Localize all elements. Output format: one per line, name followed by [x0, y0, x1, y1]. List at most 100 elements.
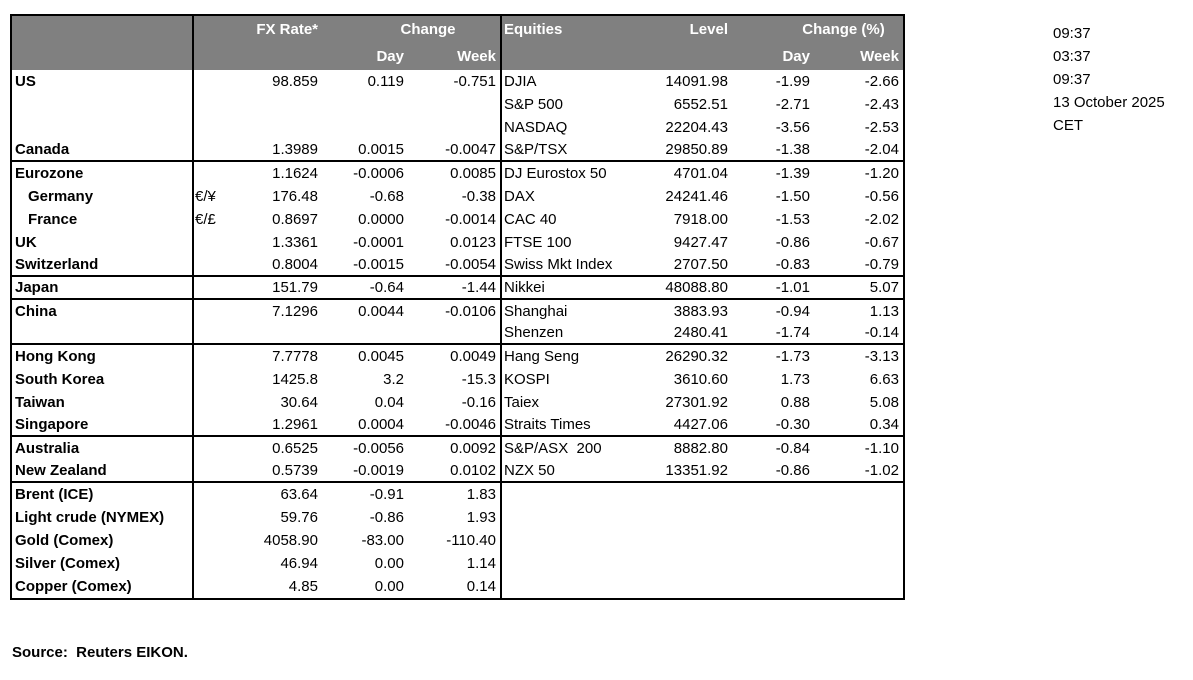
equity-week-change-cell: -1.10 — [864, 440, 899, 458]
header-eq-week: Week — [860, 48, 899, 65]
fx-rate-cell — [230, 116, 322, 139]
table-header-row-2: Day Week Day Week — [12, 43, 903, 70]
equity-week-change-cell — [814, 529, 903, 552]
equity-week-change-cell: -2.66 — [864, 72, 899, 90]
fx-rate-cell: 1.2961 — [230, 414, 322, 438]
equity-name-cell: Shenzen — [500, 323, 646, 346]
equity-name-cell: NZX 50 — [500, 460, 646, 484]
fx-week-change-cell: 0.14 — [466, 578, 496, 596]
fx-day-change-cell: 0.0004 — [322, 414, 408, 438]
fx-week-change-cell — [408, 323, 500, 346]
fx-week-change-cell: -0.0047 — [408, 139, 500, 162]
fx-day-change-cell: -0.0015 — [322, 254, 408, 277]
equity-name-cell: Nikkei — [500, 277, 646, 300]
time-value: 09:37 — [1053, 71, 1091, 89]
fx-rate-cell: 0.6525 — [272, 440, 318, 458]
fx-pair-cell — [192, 552, 230, 575]
equity-level-cell: 8882.80 — [673, 440, 728, 458]
fx-rate-cell: 63.64 — [280, 486, 318, 504]
header-fx-day: Day — [376, 48, 404, 65]
equity-name-cell — [500, 529, 646, 552]
fx-day-change-cell: 0.0045 — [358, 348, 404, 366]
fx-week-change-cell: 0.0092 — [450, 440, 496, 458]
fx-day-change-cell — [322, 93, 408, 116]
equity-level-cell — [646, 506, 732, 529]
fx-week-change-cell: -1.44 — [408, 277, 500, 300]
fx-label-cell: Australia — [15, 440, 80, 458]
fx-week-change-cell: -0.38 — [461, 187, 496, 205]
fx-label-cell: Copper (Comex) — [15, 578, 132, 596]
fx-week-change-cell: -0.0106 — [445, 302, 496, 320]
fx-rate-cell: 1.3361 — [272, 233, 318, 251]
timezone-label: CET — [1053, 117, 1083, 135]
fx-rate-cell — [230, 93, 322, 116]
fx-rate-cell: 4058.90 — [263, 532, 318, 550]
fx-week-change-cell — [408, 93, 500, 116]
equity-level-cell: 13351.92 — [646, 460, 732, 484]
equity-week-change-cell — [814, 552, 903, 575]
fx-label-cell: Taiwan — [15, 394, 65, 412]
footer: Source: Reuters EIKON. * FX Rate for USD… — [12, 606, 830, 680]
label-column-divider — [192, 16, 194, 598]
fx-pair-cell — [192, 506, 230, 529]
fx-day-change-cell — [322, 116, 408, 139]
equity-level-cell: 22204.43 — [665, 118, 728, 136]
equity-name-cell: Shanghai — [504, 302, 568, 320]
fx-label-cell: Eurozone — [15, 164, 84, 182]
fx-day-change-cell: -0.0019 — [322, 460, 408, 484]
fx-week-change-cell: 1.14 — [466, 555, 496, 573]
fx-week-change-cell: -0.0054 — [408, 254, 500, 277]
equity-day-change-cell: -1.38 — [732, 139, 814, 162]
equity-level-cell: 2707.50 — [646, 254, 732, 277]
equity-week-change-cell: 0.34 — [814, 414, 903, 438]
fx-pair-cell — [192, 460, 230, 484]
fx-pair-cell — [192, 277, 230, 300]
fx-equities-section-divider — [500, 16, 502, 598]
equity-day-change-cell: -1.01 — [732, 277, 814, 300]
fx-label-cell: France — [28, 210, 78, 228]
fx-rate-cell: 46.94 — [280, 555, 318, 573]
header-level: Level — [689, 21, 728, 38]
fx-week-change-cell — [408, 116, 500, 139]
equity-level-cell: 14091.98 — [665, 72, 728, 90]
header-fx-week: Week — [457, 48, 496, 65]
equity-week-change-cell: -3.13 — [864, 348, 899, 366]
fx-rate-cell: 59.76 — [280, 509, 318, 527]
equity-name-cell: DAX — [504, 187, 535, 205]
equity-week-change-cell: -0.67 — [864, 233, 899, 251]
fx-label-cell: UK — [15, 233, 37, 251]
fx-label-cell: Silver (Comex) — [15, 555, 121, 573]
equity-day-change-cell — [732, 575, 814, 598]
fx-pair-cell — [192, 437, 230, 460]
fx-rate-cell: 4.85 — [288, 578, 318, 596]
table-body: US 98.859 0.119 -0.751 DJIA 14091.98 -1.99 -2.6… — [12, 70, 903, 598]
fx-week-change-cell: 1.83 — [466, 486, 496, 504]
fx-rate-cell: 176.48 — [272, 187, 318, 205]
fx-day-change-cell: -0.86 — [369, 509, 404, 527]
equity-week-change-cell — [814, 483, 903, 506]
equity-name-cell: S&P/ASX 200 — [504, 440, 602, 458]
equity-day-change-cell: -1.50 — [775, 187, 810, 205]
equity-name-cell: Taiex — [504, 394, 540, 412]
fx-day-change-cell: 0.04 — [374, 394, 404, 412]
fx-label-cell: Switzerland — [12, 254, 192, 277]
fx-label-cell: Singapore — [12, 414, 192, 438]
equity-level-cell: 7918.00 — [673, 210, 728, 228]
fx-label-cell: New Zealand — [12, 460, 192, 484]
equity-level-cell: 4427.06 — [646, 414, 732, 438]
fx-rate-cell: 1425.8 — [272, 371, 318, 389]
equity-level-cell: 24241.46 — [665, 187, 728, 205]
fx-rate-cell: 1.1624 — [272, 164, 318, 182]
fx-pair-cell: €/¥ — [195, 187, 216, 205]
header-eq-change-pct: Change (%) — [802, 21, 885, 38]
equity-week-change-cell: -2.04 — [814, 139, 903, 162]
equity-week-change-cell: -2.53 — [864, 118, 899, 136]
equity-day-change-cell — [732, 552, 814, 575]
fx-day-change-cell: 3.2 — [383, 371, 404, 389]
equity-day-change-cell: 0.88 — [780, 394, 810, 412]
time-value: 09:37 — [1053, 25, 1091, 42]
header-equities: Equities — [504, 21, 563, 38]
equity-level-cell: 3883.93 — [673, 302, 728, 320]
fx-rate-cell: 7.1296 — [272, 302, 318, 320]
equity-day-change-cell — [732, 506, 814, 529]
